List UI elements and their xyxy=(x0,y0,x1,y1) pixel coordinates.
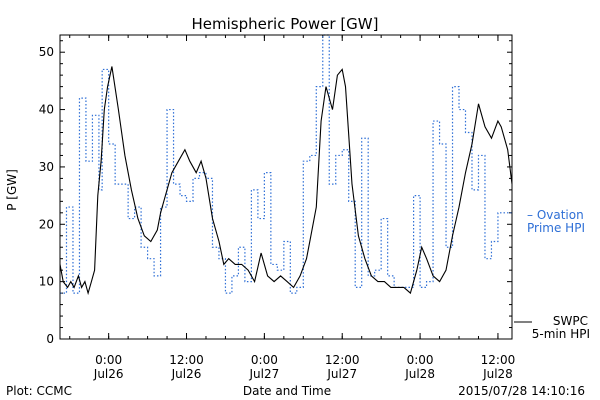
x-tick-label: 0:00 xyxy=(251,353,278,367)
y-axis-label: P [GW] xyxy=(5,169,19,211)
x-tick-label: 0:00 xyxy=(407,353,434,367)
x-tick-sublabel: Jul28 xyxy=(404,367,435,381)
plot-credit: Plot: CCMC xyxy=(6,384,72,398)
y-tick-label: 0 xyxy=(46,332,54,346)
x-tick-sublabel: Jul27 xyxy=(326,367,357,381)
x-axis-label: Date and Time xyxy=(243,384,331,398)
x-tick-label: 0:00 xyxy=(95,353,122,367)
x-tick-label: 12:00 xyxy=(481,353,516,367)
legend-ovation-label: – Ovation xyxy=(527,208,584,222)
y-tick-label: 10 xyxy=(39,275,54,289)
y-axis-ticks: 0 10 20 30 40 50 xyxy=(39,40,512,346)
x-tick-label: 12:00 xyxy=(169,353,204,367)
x-tick-sublabel: Jul26 xyxy=(171,367,202,381)
series-swpc-line xyxy=(59,66,513,296)
legend-ovation-sublabel: Prime HPI xyxy=(527,221,585,235)
x-axis-ticks: 0:00Jul2612:00Jul260:00Jul2712:00Jul270:… xyxy=(69,35,516,381)
y-tick-label: 20 xyxy=(39,217,54,231)
plot-frame xyxy=(59,34,513,340)
plot-timestamp: 2015/07/28 14:10:16 xyxy=(458,384,585,398)
series-layer xyxy=(59,34,513,296)
y-tick-label: 40 xyxy=(39,103,54,117)
x-tick-sublabel: Jul27 xyxy=(248,367,279,381)
x-tick-sublabel: Jul26 xyxy=(93,367,124,381)
x-tick-label: 12:00 xyxy=(325,353,360,367)
x-tick-sublabel: Jul28 xyxy=(482,367,513,381)
y-tick-label: 30 xyxy=(39,160,54,174)
legend-swpc-sublabel: 5-min HPI xyxy=(532,327,590,341)
series-ovation-prime-line xyxy=(60,34,512,294)
chart-title: Hemispheric Power [GW] xyxy=(192,15,379,33)
y-tick-label: 50 xyxy=(39,45,54,59)
legend-swpc-label: SWPC xyxy=(553,314,588,328)
